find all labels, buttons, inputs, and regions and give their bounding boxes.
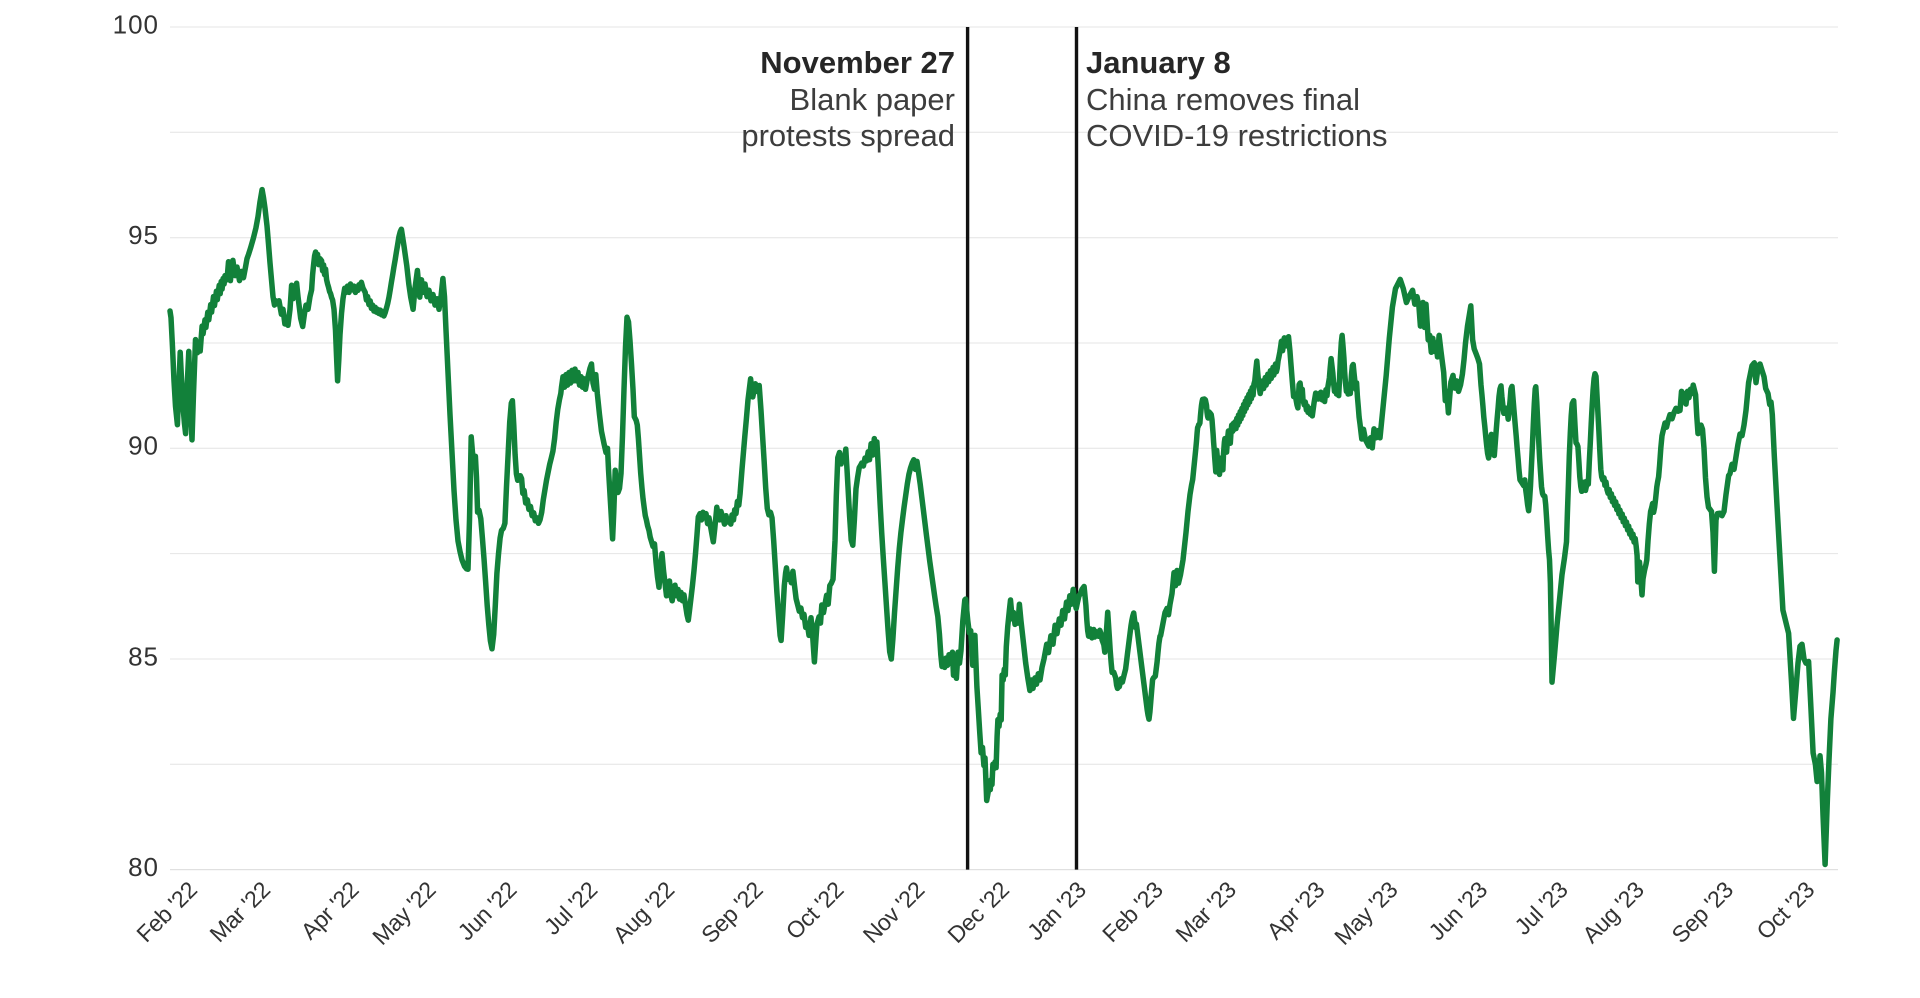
svg-text:May '23: May '23 <box>1329 877 1402 950</box>
svg-text:Aug '22: Aug '22 <box>608 877 680 949</box>
svg-text:Jul '22: Jul '22 <box>539 877 602 940</box>
svg-text:Jun '23: Jun '23 <box>1423 877 1492 946</box>
svg-text:Aug '23: Aug '23 <box>1577 877 1649 949</box>
svg-text:Jun '22: Jun '22 <box>453 877 522 946</box>
svg-text:Jul '23: Jul '23 <box>1509 877 1572 940</box>
svg-text:Mar '23: Mar '23 <box>1170 877 1241 948</box>
svg-text:85: 85 <box>128 641 159 671</box>
svg-text:Apr '22: Apr '22 <box>296 877 364 945</box>
svg-text:Jan '23: Jan '23 <box>1022 877 1091 946</box>
svg-text:95: 95 <box>128 220 159 250</box>
svg-text:Nov '22: Nov '22 <box>858 877 929 948</box>
svg-text:80: 80 <box>128 852 159 882</box>
svg-text:Oct '22: Oct '22 <box>781 877 849 945</box>
svg-text:Sep '23: Sep '23 <box>1667 877 1739 949</box>
svg-text:May '22: May '22 <box>367 877 440 950</box>
svg-text:Oct '23: Oct '23 <box>1751 877 1819 945</box>
svg-text:Feb '22: Feb '22 <box>131 877 202 948</box>
svg-text:Apr '23: Apr '23 <box>1262 877 1330 945</box>
svg-text:100: 100 <box>113 9 159 39</box>
svg-text:90: 90 <box>128 431 159 461</box>
svg-text:Sep '22: Sep '22 <box>696 877 768 949</box>
svg-text:Dec '22: Dec '22 <box>942 877 1013 948</box>
svg-text:Feb '23: Feb '23 <box>1097 877 1168 948</box>
svg-text:Mar '22: Mar '22 <box>204 877 275 948</box>
